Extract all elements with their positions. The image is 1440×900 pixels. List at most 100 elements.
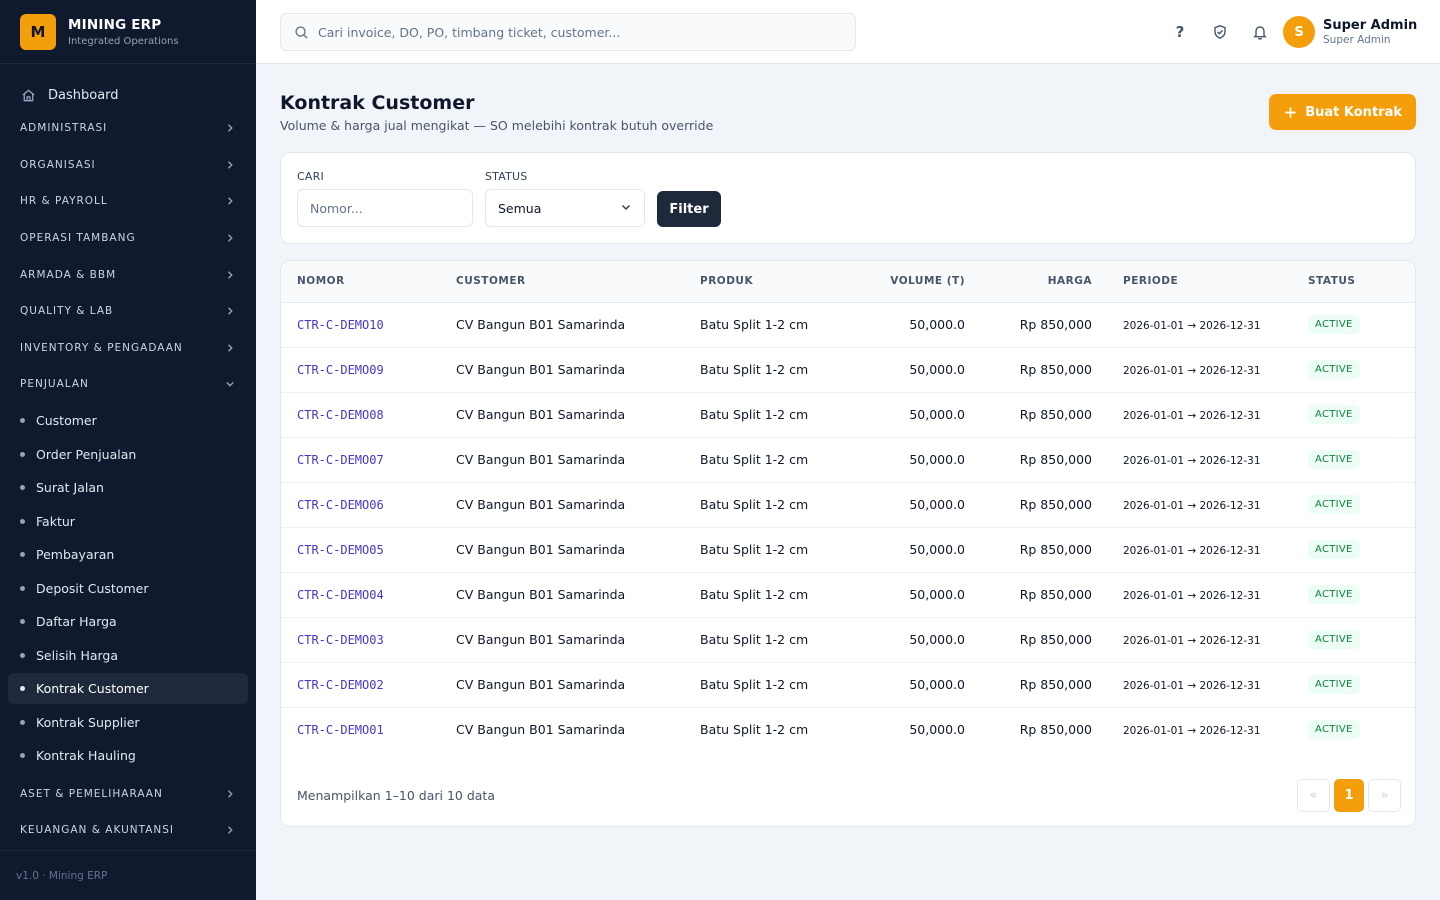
table-cell: CTR-C-DEMO09 <box>281 347 440 392</box>
cell-nomor-link[interactable]: CTR-C-DEMO07 <box>297 453 384 467</box>
prev-page-button[interactable]: « <box>1297 779 1330 812</box>
table-cell: CTR-C-DEMO05 <box>281 527 440 572</box>
sidebar-group-keuangan-akuntansi[interactable]: KEUANGAN & AKUNTANSI <box>0 812 256 849</box>
global-search[interactable] <box>280 13 856 51</box>
sidebar-item-customer[interactable]: Customer <box>8 405 248 437</box>
chevron-right-icon <box>224 788 236 800</box>
bullet-icon <box>20 518 25 524</box>
table-row[interactable]: CTR-C-DEMO01 CV Bangun B01 Samarinda Batu … <box>281 707 1415 752</box>
bell-icon[interactable] <box>1248 20 1272 44</box>
global-search-input[interactable] <box>318 24 838 40</box>
col-header-volume[interactable]: VOLUME (T) <box>854 261 965 303</box>
chevron-right-icon <box>224 342 236 354</box>
sidebar-item-daftar-harga[interactable]: Daftar Harga <box>8 606 248 638</box>
cell-nomor-link[interactable]: CTR-C-DEMO06 <box>297 498 384 512</box>
table-cell: ACTIVE <box>1292 392 1415 437</box>
table-cell: 2026-01-01 → 2026-12-31 <box>1092 617 1292 662</box>
table-cell: Batu Split 1-2 cm <box>684 482 854 527</box>
sidebar-item-surat-jalan[interactable]: Surat Jalan <box>8 472 248 504</box>
col-header-harga[interactable]: HARGA <box>965 261 1092 303</box>
cell-produk: Batu Split 1-2 cm <box>700 587 809 602</box>
cell-harga: Rp 850,000 <box>1019 407 1092 422</box>
sidebar-item-kontrak-hauling[interactable]: Kontrak Hauling <box>8 740 248 772</box>
cell-nomor-link[interactable]: CTR-C-DEMO01 <box>297 723 384 737</box>
sidebar-item-kontrak-supplier[interactable]: Kontrak Supplier <box>8 706 248 738</box>
cell-customer: CV Bangun B01 Samarinda <box>456 452 626 467</box>
sidebar-item-dashboard[interactable]: Dashboard <box>0 80 256 110</box>
col-header-produk[interactable]: PRODUK <box>684 261 854 303</box>
cell-produk: Batu Split 1-2 cm <box>700 722 809 737</box>
col-header-status[interactable]: STATUS <box>1292 261 1415 303</box>
sidebar-item-deposit-customer[interactable]: Deposit Customer <box>8 572 248 604</box>
sidebar-item-label: Kontrak Customer <box>36 681 149 696</box>
table-row[interactable]: CTR-C-DEMO07 CV Bangun B01 Samarinda Batu … <box>281 437 1415 482</box>
table-cell: CTR-C-DEMO01 <box>281 707 440 752</box>
cell-volume: 50,000.0 <box>909 722 965 737</box>
table-row[interactable]: CTR-C-DEMO06 CV Bangun B01 Samarinda Batu … <box>281 482 1415 527</box>
filter-button[interactable]: Filter <box>657 191 721 227</box>
sidebar-group-inventory-pengadaan[interactable]: INVENTORY & PENGADAAN <box>0 330 256 367</box>
table-cell: CTR-C-DEMO02 <box>281 662 440 707</box>
sidebar-group-hr-payroll[interactable]: HR & PAYROLL <box>0 183 256 220</box>
cell-harga: Rp 850,000 <box>1019 677 1092 692</box>
cell-nomor-link[interactable]: CTR-C-DEMO02 <box>297 678 384 692</box>
cell-nomor-link[interactable]: CTR-C-DEMO10 <box>297 318 384 332</box>
table-row[interactable]: CTR-C-DEMO08 CV Bangun B01 Samarinda Batu … <box>281 392 1415 437</box>
sidebar-group-penjualan[interactable]: PENJUALAN <box>0 366 256 403</box>
cell-nomor-link[interactable]: CTR-C-DEMO05 <box>297 543 384 557</box>
table-row[interactable]: CTR-C-DEMO04 CV Bangun B01 Samarinda Batu … <box>281 572 1415 617</box>
table-cell: 2026-01-01 → 2026-12-31 <box>1092 392 1292 437</box>
table-row[interactable]: CTR-C-DEMO10 CV Bangun B01 Samarinda Batu … <box>281 302 1415 347</box>
plus-icon <box>1283 105 1297 119</box>
sidebar-group-quality-lab[interactable]: QUALITY & LAB <box>0 293 256 330</box>
status-badge: ACTIVE <box>1308 540 1360 559</box>
table-row[interactable]: CTR-C-DEMO09 CV Bangun B01 Samarinda Batu … <box>281 347 1415 392</box>
table-row[interactable]: CTR-C-DEMO02 CV Bangun B01 Samarinda Batu … <box>281 662 1415 707</box>
penjualan-submenu: Customer Order Penjualan Surat Jalan Faktur… <box>0 403 256 776</box>
cell-periode: 2026-01-01 → 2026-12-31 <box>1123 365 1261 377</box>
cell-nomor-link[interactable]: CTR-C-DEMO03 <box>297 633 384 647</box>
cell-nomor-link[interactable]: CTR-C-DEMO09 <box>297 363 384 377</box>
cell-volume: 50,000.0 <box>909 317 965 332</box>
sidebar-group-operasi-tambang[interactable]: OPERASI TAMBANG <box>0 220 256 257</box>
col-header-nomor[interactable]: NOMOR <box>281 261 440 303</box>
create-contract-button[interactable]: Buat Kontrak <box>1269 94 1416 130</box>
col-header-customer[interactable]: CUSTOMER <box>440 261 684 303</box>
help-icon[interactable]: ? <box>1175 23 1185 41</box>
sidebar-item-kontrak-customer[interactable]: Kontrak Customer <box>8 672 248 705</box>
table-cell: ACTIVE <box>1292 527 1415 572</box>
sidebar-group-administrasi[interactable]: ADMINISTRASI <box>0 110 256 147</box>
status-badge: ACTIVE <box>1308 450 1360 469</box>
cell-volume: 50,000.0 <box>909 362 965 377</box>
cell-nomor-link[interactable]: CTR-C-DEMO04 <box>297 588 384 602</box>
bullet-icon <box>20 485 25 490</box>
sidebar-group-armada-bbm[interactable]: ARMADA & BBM <box>0 256 256 293</box>
page-button-current[interactable]: 1 <box>1334 779 1364 812</box>
status-badge: ACTIVE <box>1308 630 1360 649</box>
table-cell: Rp 850,000 <box>965 392 1092 437</box>
bullet-icon <box>20 585 25 591</box>
sidebar-item-selisih-harga[interactable]: Selisih Harga <box>8 639 248 671</box>
table-row[interactable]: CTR-C-DEMO03 CV Bangun B01 Samarinda Batu … <box>281 617 1415 662</box>
home-icon <box>20 87 36 103</box>
sidebar-group-aset-pemeliharaan[interactable]: ASET & PEMELIHARAAN <box>0 775 256 812</box>
col-header-periode[interactable]: PERIODE <box>1092 261 1292 303</box>
status-select[interactable]: Semua <box>485 189 645 227</box>
next-page-button[interactable]: » <box>1368 779 1401 812</box>
sidebar-item-pembayaran[interactable]: Pembayaran <box>8 539 248 571</box>
cell-produk: Batu Split 1-2 cm <box>700 407 809 422</box>
sidebar-item-order-penjualan[interactable]: Order Penjualan <box>8 438 248 470</box>
table-cell: Batu Split 1-2 cm <box>684 617 854 662</box>
sidebar-item-faktur[interactable]: Faktur <box>8 505 248 537</box>
user-menu[interactable]: S Super Admin Super Admin <box>1283 16 1417 48</box>
sidebar-item-label: Kontrak Hauling <box>36 748 136 763</box>
number-search-input[interactable] <box>297 189 473 227</box>
shield-check-icon[interactable] <box>1208 20 1232 44</box>
sidebar-group-organisasi[interactable]: ORGANISASI <box>0 147 256 184</box>
cell-periode: 2026-01-01 → 2026-12-31 <box>1123 320 1261 332</box>
cell-nomor-link[interactable]: CTR-C-DEMO08 <box>297 408 384 422</box>
table-row[interactable]: CTR-C-DEMO05 CV Bangun B01 Samarinda Batu … <box>281 527 1415 572</box>
cell-periode: 2026-01-01 → 2026-12-31 <box>1123 725 1261 737</box>
table-cell: ACTIVE <box>1292 347 1415 392</box>
create-contract-label: Buat Kontrak <box>1305 104 1402 120</box>
